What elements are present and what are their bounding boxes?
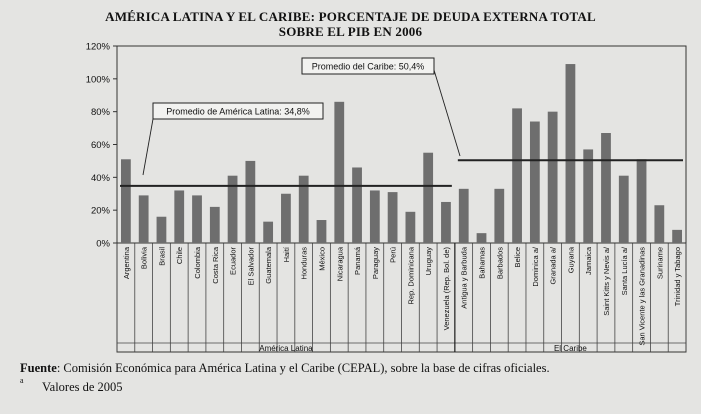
bar [138,195,149,243]
y-tick-label: 100% [86,74,111,85]
category-label: Dominica a/ [531,246,540,287]
y-tick-label: 120% [86,42,111,53]
category-label: Saint Kitts y Nevis a/ [602,246,611,316]
bar [423,152,434,243]
bar [547,111,558,244]
category-label: Belice [513,247,522,267]
average-leader-line [433,69,461,157]
category-label: San Vicente y las Granadinas [638,247,647,346]
category-label: Rep. Dominicana [406,246,415,304]
bar [565,64,576,243]
bar [174,190,185,243]
average-leader-line [142,118,154,176]
category-label: Ecuador [229,247,238,275]
average-label-box [152,102,324,120]
group-label: El Caribe [554,344,587,353]
bar [636,159,647,243]
bar [263,221,274,243]
category-label: Brasil [157,247,166,266]
bar [298,175,309,243]
category-label: Argentina [122,246,131,279]
category-label: Jamaica [584,246,593,275]
bar [441,201,451,243]
category-label: Costa Rica [211,246,220,284]
category-label: Panamá [353,246,362,275]
bar [192,195,202,243]
group-label: América Latina [259,344,313,353]
bar [512,108,522,243]
source-note: Fuente: Comisión Económica para América … [20,361,550,376]
bar [654,205,665,243]
average-label: Promedio de América Latina: 34,8% [166,107,310,117]
category-label: Santa Lucía a/ [620,246,629,295]
bar [121,159,131,243]
category-label: Paraguay [371,247,380,279]
source-text: : Comisión Económica para América Latina… [56,361,550,375]
bar [529,121,540,243]
category-label: Antigua y Barbuda [460,246,469,309]
category-label: Perú [389,247,398,263]
category-label: Haití [282,246,291,262]
y-tick-label: 40% [91,173,111,184]
bar [458,188,469,243]
bar [601,133,611,243]
footnote-mark: a [20,376,24,385]
category-label: Venezuela (Rep. Bol. de) [442,247,451,331]
category-label: Honduras [300,247,309,280]
category-label: México [317,247,326,271]
bar [334,101,345,243]
y-tick-label: 80% [91,107,111,118]
bar [618,175,629,243]
bar [316,220,327,243]
bar [209,206,220,243]
source-label: Fuente [20,361,57,375]
category-label: El Salvador [246,247,255,286]
bar [352,167,362,243]
bar [405,211,416,243]
average-label-box [301,57,435,75]
category-label: Guyana [566,246,575,273]
y-tick-label: 60% [91,140,111,151]
category-label: Guatemala [264,246,273,284]
category-label: Suriname [655,247,664,279]
bar [476,233,487,243]
bar [369,190,380,243]
category-label: Nicaragua [335,246,344,281]
category-label: Bahamas [478,247,487,279]
category-label: Chile [175,247,184,264]
bar [156,216,167,243]
bar [583,149,594,243]
bar [281,193,291,243]
chart-title-line1: AMÉRICA LATINA Y EL CARIBE: PORCENTAJE D… [105,9,596,24]
bar [227,175,238,243]
average-label: Promedio del Caribe: 50,4% [312,62,425,72]
category-label: Granada a/ [549,246,558,284]
bar [672,229,682,243]
footnote-text: Valores de 2005 [42,380,123,394]
category-label: Barbados [495,247,504,279]
category-label: Uruguay [424,247,433,276]
bar [494,188,505,243]
category-label: Colombia [193,246,202,279]
bar [245,160,256,243]
y-tick-label: 0% [96,239,110,250]
category-label: Trinidad y Tabago [673,247,682,306]
bar [387,192,398,243]
category-label: Bolivia [140,246,149,269]
y-tick-label: 20% [91,206,111,217]
chart-title-line2: SOBRE EL PIB EN 2006 [278,24,423,39]
